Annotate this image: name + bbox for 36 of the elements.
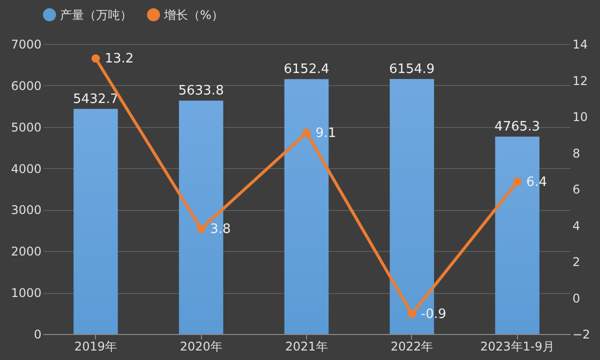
point xyxy=(408,310,416,318)
legend-label: 产量（万吨） xyxy=(60,8,132,22)
y2-tick-label: 8 xyxy=(572,146,580,160)
data-label: 4765.3 xyxy=(494,120,540,135)
point xyxy=(92,54,100,63)
y-tick-label: 6000 xyxy=(10,78,42,93)
bar xyxy=(74,108,118,334)
y-tick-label: 1000 xyxy=(10,286,42,300)
point xyxy=(196,224,206,234)
y2-tick-label: 10 xyxy=(572,110,588,124)
y2-tick-label: 14 xyxy=(572,38,588,52)
point xyxy=(302,128,311,137)
y2-tick-label: 12 xyxy=(572,74,588,88)
y-tick-label: 5000 xyxy=(10,120,42,134)
y-tick-label: 7000 xyxy=(10,38,42,52)
legend-label: 增长（%） xyxy=(163,8,224,22)
y2-tick-label: −2 xyxy=(572,328,590,342)
x-tick-label: 2022年 xyxy=(390,340,434,354)
data-label: 5432.7 xyxy=(72,92,118,107)
point xyxy=(513,178,522,186)
y-tick-label: 2000 xyxy=(10,244,42,259)
y-tick-label: 3000 xyxy=(10,203,42,218)
x-tick-label: 2021年 xyxy=(285,340,328,354)
y2-tick-label: 6 xyxy=(572,182,580,196)
y-tick-label: 0 xyxy=(34,328,42,342)
y2-tick-label: 0 xyxy=(572,291,580,306)
x-tick-label: 2020年 xyxy=(180,340,222,354)
data-label: 5633.8 xyxy=(178,84,224,99)
data-label: 6154.9 xyxy=(389,62,435,78)
y2-tick-label: 4 xyxy=(572,218,580,233)
data-label: 6152.4 xyxy=(284,62,330,78)
data-label: 13.2 xyxy=(104,52,134,66)
y2-tick-label: 2 xyxy=(572,255,580,269)
y-tick-label: 4000 xyxy=(10,162,42,176)
x-tick-label: 2023年1-9月 xyxy=(480,340,554,354)
x-tick-label: 2019年 xyxy=(74,340,117,354)
